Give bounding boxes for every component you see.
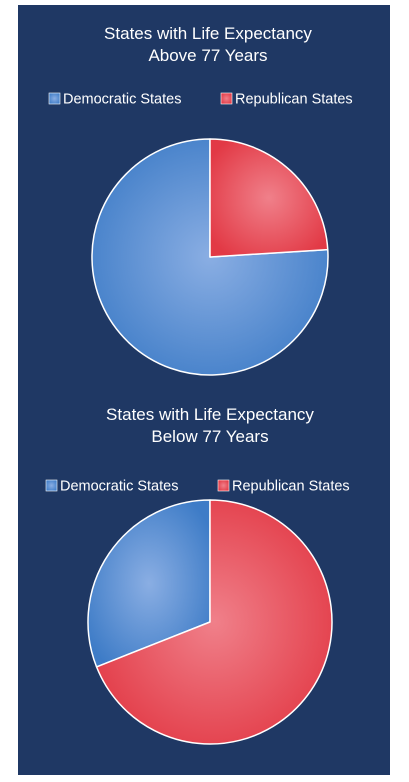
chart-above-77: States with Life Expectancy Above 77 Yea… [48, 24, 353, 376]
chart-1-title-line-2: Above 77 Years [148, 46, 267, 65]
chart-1-legend-swatch-republican [220, 92, 233, 105]
chart-1-legend-label-democratic: Democratic States [63, 92, 181, 108]
chart-2-pie [87, 499, 333, 745]
chart-2-legend-swatch-republican [217, 479, 230, 492]
chart-1-legend: Democratic States Republican States [48, 92, 353, 108]
chart-2-legend: Democratic States Republican States [45, 479, 350, 495]
chart-2-legend-label-republican: Republican States [232, 479, 350, 495]
chart-1-title-line-1: States with Life Expectancy [104, 24, 312, 43]
chart-2-slice-democratic [87, 499, 211, 668]
chart-1-legend-swatch-democratic [48, 92, 61, 105]
chart-2-legend-label-democratic: Democratic States [60, 479, 178, 495]
chart-below-77: States with Life Expectancy Below 77 Yea… [45, 405, 350, 745]
chart-1-slice-republican [209, 138, 329, 258]
chart-1-legend-label-republican: Republican States [235, 92, 353, 108]
chart-1-slice-democratic [91, 138, 329, 376]
chart-panel: States with Life Expectancy Above 77 Yea… [18, 5, 390, 775]
chart-2-slice-republican [95, 499, 333, 745]
chart-2-legend-swatch-democratic [45, 479, 58, 492]
chart-1-pie [91, 138, 329, 376]
charts-canvas: States with Life Expectancy Above 77 Yea… [45, 24, 353, 745]
chart-2-title-line-1: States with Life Expectancy [106, 405, 314, 424]
chart-2-title-line-2: Below 77 Years [151, 427, 268, 446]
